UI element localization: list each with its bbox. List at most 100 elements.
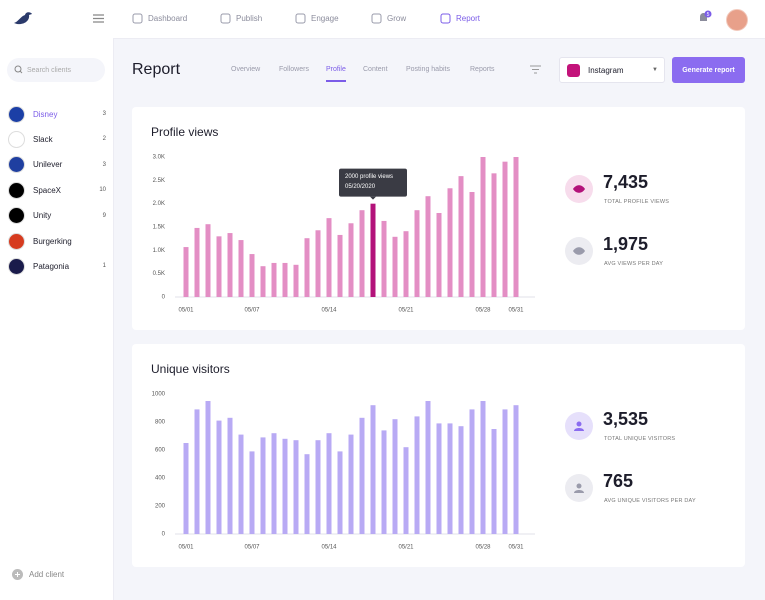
client-row[interactable]: Unity 9: [8, 207, 106, 225]
bar[interactable]: [436, 213, 442, 297]
nav-item[interactable]: Engage: [295, 13, 339, 24]
bar[interactable]: [337, 451, 343, 534]
bar[interactable]: [381, 220, 387, 297]
bar[interactable]: [425, 196, 431, 297]
bar[interactable]: [326, 433, 332, 534]
bar[interactable]: [260, 266, 266, 297]
nav-item[interactable]: Publish: [220, 13, 262, 24]
eye: [573, 247, 585, 255]
bar[interactable]: [194, 409, 200, 534]
bar[interactable]: [469, 192, 475, 297]
bar[interactable]: [359, 417, 365, 534]
add-client[interactable]: Add client: [12, 569, 64, 580]
bar[interactable]: [436, 423, 442, 534]
bar[interactable]: [238, 240, 244, 297]
client-row[interactable]: Slack 2: [8, 130, 106, 148]
bar[interactable]: [304, 454, 310, 534]
bar[interactable]: [183, 443, 189, 534]
bar[interactable]: [425, 401, 431, 534]
bar[interactable]: [216, 420, 222, 534]
bar[interactable]: [458, 176, 464, 297]
tab[interactable]: Overview: [231, 66, 261, 73]
bar[interactable]: [359, 210, 365, 297]
nav-item[interactable]: Report: [440, 13, 480, 24]
client-count: 10: [99, 187, 106, 194]
logo: [14, 12, 32, 25]
bar[interactable]: [447, 188, 453, 297]
bar[interactable]: [227, 233, 233, 297]
bar[interactable]: [293, 440, 299, 534]
bar[interactable]: [370, 203, 376, 297]
generate-button[interactable]: Generate report: [672, 57, 745, 83]
bar[interactable]: [392, 236, 398, 297]
bar[interactable]: [304, 238, 310, 297]
bar[interactable]: [216, 236, 222, 297]
client-row[interactable]: Unilever 3: [8, 156, 106, 174]
bar[interactable]: [183, 247, 189, 297]
bar[interactable]: [480, 401, 486, 534]
tab[interactable]: Followers: [279, 66, 309, 73]
client-row[interactable]: Patagonia 1: [8, 257, 106, 275]
nav-item[interactable]: Dashboard: [132, 13, 187, 24]
nav-item[interactable]: Grow: [371, 13, 406, 24]
bar[interactable]: [337, 234, 343, 297]
client-row[interactable]: SpaceX 10: [8, 181, 106, 199]
bar[interactable]: [194, 227, 200, 297]
bar[interactable]: [249, 254, 255, 297]
bell[interactable]: 5: [697, 10, 713, 26]
filter-icon[interactable]: [530, 65, 541, 74]
bar[interactable]: [348, 223, 354, 297]
bar[interactable]: [491, 173, 497, 297]
x-tick-label: 05/21: [398, 545, 414, 551]
bar[interactable]: [205, 401, 211, 534]
bar[interactable]: [293, 264, 299, 297]
network-label: Instagram: [588, 65, 624, 75]
bar[interactable]: [370, 405, 376, 534]
y-tick-label: 1.5K: [153, 225, 165, 231]
bar[interactable]: [513, 405, 519, 534]
bar[interactable]: [502, 161, 508, 297]
bar[interactable]: [282, 262, 288, 297]
bar[interactable]: [282, 438, 288, 534]
bar[interactable]: [326, 218, 332, 297]
bar[interactable]: [348, 434, 354, 534]
bar[interactable]: [403, 231, 409, 297]
client-row[interactable]: Burgerking: [8, 232, 106, 250]
body: [574, 490, 584, 493]
bar[interactable]: [315, 440, 321, 534]
bar[interactable]: [414, 416, 420, 534]
bar[interactable]: [513, 157, 519, 297]
bar[interactable]: [469, 409, 475, 534]
bar[interactable]: [414, 210, 420, 297]
x-tick-label: 05/28: [475, 545, 491, 551]
client-avatar: [8, 130, 25, 148]
bar[interactable]: [249, 451, 255, 534]
network-select[interactable]: Instagram ▼: [559, 57, 665, 83]
tab[interactable]: Profile: [326, 66, 346, 82]
bar[interactable]: [271, 433, 277, 534]
bar[interactable]: [392, 419, 398, 534]
bar[interactable]: [491, 429, 497, 534]
sidebar: Search clients Add client Disney 3 Slack 2 U…: [0, 0, 114, 600]
bar[interactable]: [315, 230, 321, 297]
menu-button[interactable]: [93, 14, 104, 23]
y-tick-label: 600: [155, 448, 166, 454]
tab[interactable]: Reports: [470, 66, 495, 73]
bar[interactable]: [458, 426, 464, 534]
bar[interactable]: [227, 417, 233, 534]
tab[interactable]: Content: [363, 66, 388, 73]
bar[interactable]: [260, 437, 266, 534]
bar[interactable]: [381, 430, 387, 534]
caret: ▼: [652, 67, 658, 73]
bar[interactable]: [447, 423, 453, 534]
bar[interactable]: [403, 447, 409, 534]
tab[interactable]: Posting habits: [406, 66, 450, 73]
client-row[interactable]: Disney 3: [8, 105, 106, 123]
user-avatar[interactable]: [726, 9, 748, 31]
bar[interactable]: [502, 409, 508, 534]
bar[interactable]: [205, 224, 211, 297]
bar[interactable]: [238, 434, 244, 534]
search-box[interactable]: Search clients: [7, 58, 105, 82]
bar[interactable]: [271, 262, 277, 297]
bar[interactable]: [480, 157, 486, 297]
